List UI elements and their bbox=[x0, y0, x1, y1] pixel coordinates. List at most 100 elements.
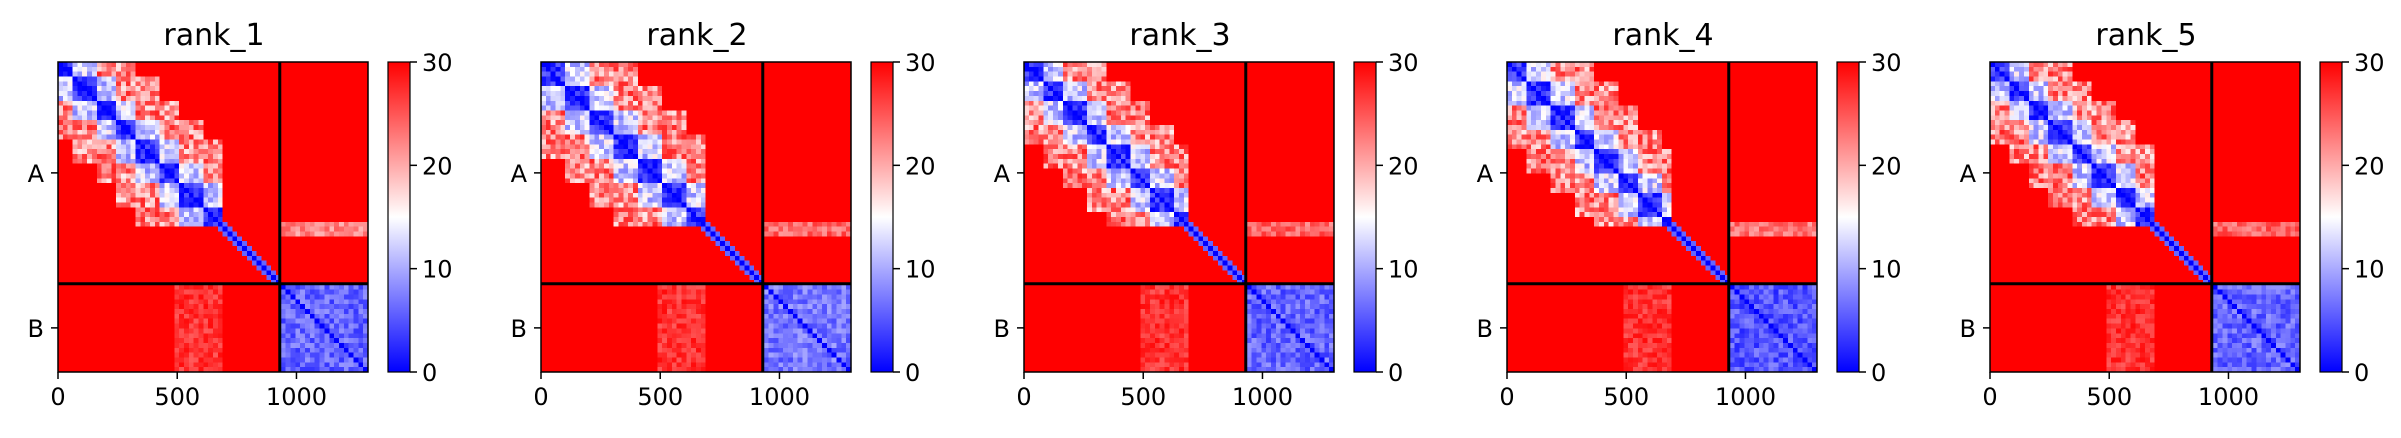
heatmap-cell bbox=[145, 221, 151, 228]
heatmap-cell bbox=[188, 192, 195, 199]
heatmap-cell bbox=[96, 158, 103, 165]
heatmap-cell bbox=[696, 110, 702, 116]
heatmap-cell bbox=[169, 323, 175, 329]
heatmap-cell bbox=[120, 236, 127, 242]
heatmap-cell bbox=[831, 105, 838, 112]
heatmap-cell bbox=[329, 66, 335, 73]
heatmap-cell bbox=[363, 352, 369, 359]
heatmap-cell bbox=[768, 105, 775, 112]
heatmap-cell bbox=[96, 255, 103, 262]
heatmap-cell bbox=[111, 95, 117, 102]
heatmap-cell bbox=[179, 212, 185, 218]
heatmap-cell bbox=[193, 183, 200, 189]
heatmap-cell bbox=[584, 86, 591, 92]
heatmap-cell bbox=[116, 367, 122, 373]
heatmap-cell bbox=[242, 66, 248, 73]
heatmap-cell bbox=[169, 202, 175, 208]
heatmap-cell bbox=[618, 71, 624, 78]
heatmap-cell bbox=[295, 149, 301, 155]
heatmap-cell bbox=[662, 110, 668, 116]
heatmap-cell bbox=[358, 221, 364, 228]
heatmap-cell bbox=[140, 362, 146, 368]
heatmap-cell bbox=[329, 173, 335, 179]
heatmap-cell bbox=[261, 168, 267, 174]
heatmap-cell bbox=[58, 275, 64, 281]
heatmap-cell bbox=[183, 91, 190, 97]
heatmap-cell bbox=[96, 250, 103, 257]
heatmap-cell bbox=[203, 178, 209, 184]
heatmap-cell bbox=[111, 91, 117, 97]
heatmap-cell bbox=[150, 217, 156, 223]
heatmap-cell bbox=[62, 183, 69, 189]
heatmap-cell bbox=[135, 192, 141, 199]
heatmap-cell bbox=[150, 168, 156, 174]
heatmap-cell bbox=[710, 86, 716, 92]
heatmap-cell bbox=[159, 158, 166, 165]
heatmap-cell bbox=[285, 168, 292, 174]
heatmap-cell bbox=[87, 289, 93, 296]
heatmap-cell bbox=[150, 289, 156, 296]
heatmap-cell bbox=[681, 66, 687, 73]
heatmap-cell bbox=[82, 299, 88, 305]
heatmap-cell bbox=[58, 86, 64, 92]
heatmap-cell bbox=[338, 163, 345, 170]
heatmap-cell bbox=[116, 318, 122, 325]
heatmap-cell bbox=[797, 95, 804, 102]
heatmap-cell bbox=[208, 328, 214, 334]
heatmap-cell bbox=[96, 100, 103, 107]
heatmap-cell bbox=[62, 105, 69, 112]
heatmap-cell bbox=[140, 333, 146, 339]
heatmap-cell bbox=[343, 197, 350, 204]
heatmap-cell bbox=[319, 231, 325, 237]
heatmap-cell bbox=[87, 367, 93, 373]
heatmap-cell bbox=[720, 124, 726, 131]
heatmap-cell bbox=[642, 86, 649, 92]
heatmap-cell bbox=[232, 149, 238, 155]
heatmap-cell bbox=[72, 260, 78, 267]
heatmap-cell bbox=[334, 246, 340, 252]
heatmap-cell bbox=[295, 154, 301, 160]
heatmap-cell bbox=[309, 168, 316, 174]
heatmap-cell bbox=[72, 250, 78, 257]
heatmap-cell bbox=[334, 226, 340, 233]
heatmap-cell bbox=[261, 304, 267, 310]
heatmap-cell bbox=[150, 323, 156, 329]
heatmap-cell bbox=[213, 207, 219, 213]
heatmap-cell bbox=[174, 217, 180, 223]
heatmap-cell bbox=[125, 95, 132, 102]
heatmap-cell bbox=[295, 260, 301, 267]
heatmap-cell bbox=[91, 144, 98, 150]
heatmap-cell bbox=[96, 318, 103, 325]
heatmap-cell bbox=[111, 192, 117, 199]
heatmap-cell bbox=[217, 178, 224, 184]
heatmap-cell bbox=[101, 144, 108, 150]
heatmap-cell bbox=[82, 309, 88, 315]
heatmap-cell bbox=[319, 115, 325, 121]
heatmap-cell bbox=[159, 299, 166, 305]
heatmap-cell bbox=[846, 100, 852, 107]
heatmap-cell bbox=[618, 105, 624, 112]
heatmap-cell bbox=[213, 110, 219, 116]
heatmap-cell bbox=[353, 91, 359, 97]
heatmap-cell bbox=[232, 236, 238, 242]
heatmap-cell bbox=[82, 265, 88, 271]
heatmap-cell bbox=[62, 338, 69, 344]
heatmap-cell bbox=[314, 221, 321, 228]
heatmap-cell bbox=[329, 183, 335, 189]
heatmap-cell bbox=[295, 124, 301, 131]
heatmap-cell bbox=[174, 367, 180, 373]
heatmap-cell bbox=[652, 86, 658, 92]
heatmap-cell bbox=[106, 124, 112, 131]
heatmap-cell bbox=[319, 168, 325, 174]
heatmap-cell bbox=[232, 207, 238, 213]
heatmap-cell bbox=[203, 304, 209, 310]
heatmap-cell bbox=[681, 110, 687, 116]
heatmap-cell bbox=[237, 100, 243, 107]
heatmap-cell bbox=[203, 246, 209, 252]
heatmap-cell bbox=[145, 163, 151, 170]
heatmap-cell bbox=[213, 197, 219, 204]
heatmap-cell bbox=[305, 134, 311, 141]
heatmap-cell bbox=[77, 342, 83, 349]
heatmap-cell bbox=[768, 95, 775, 102]
heatmap-cell bbox=[363, 95, 369, 102]
